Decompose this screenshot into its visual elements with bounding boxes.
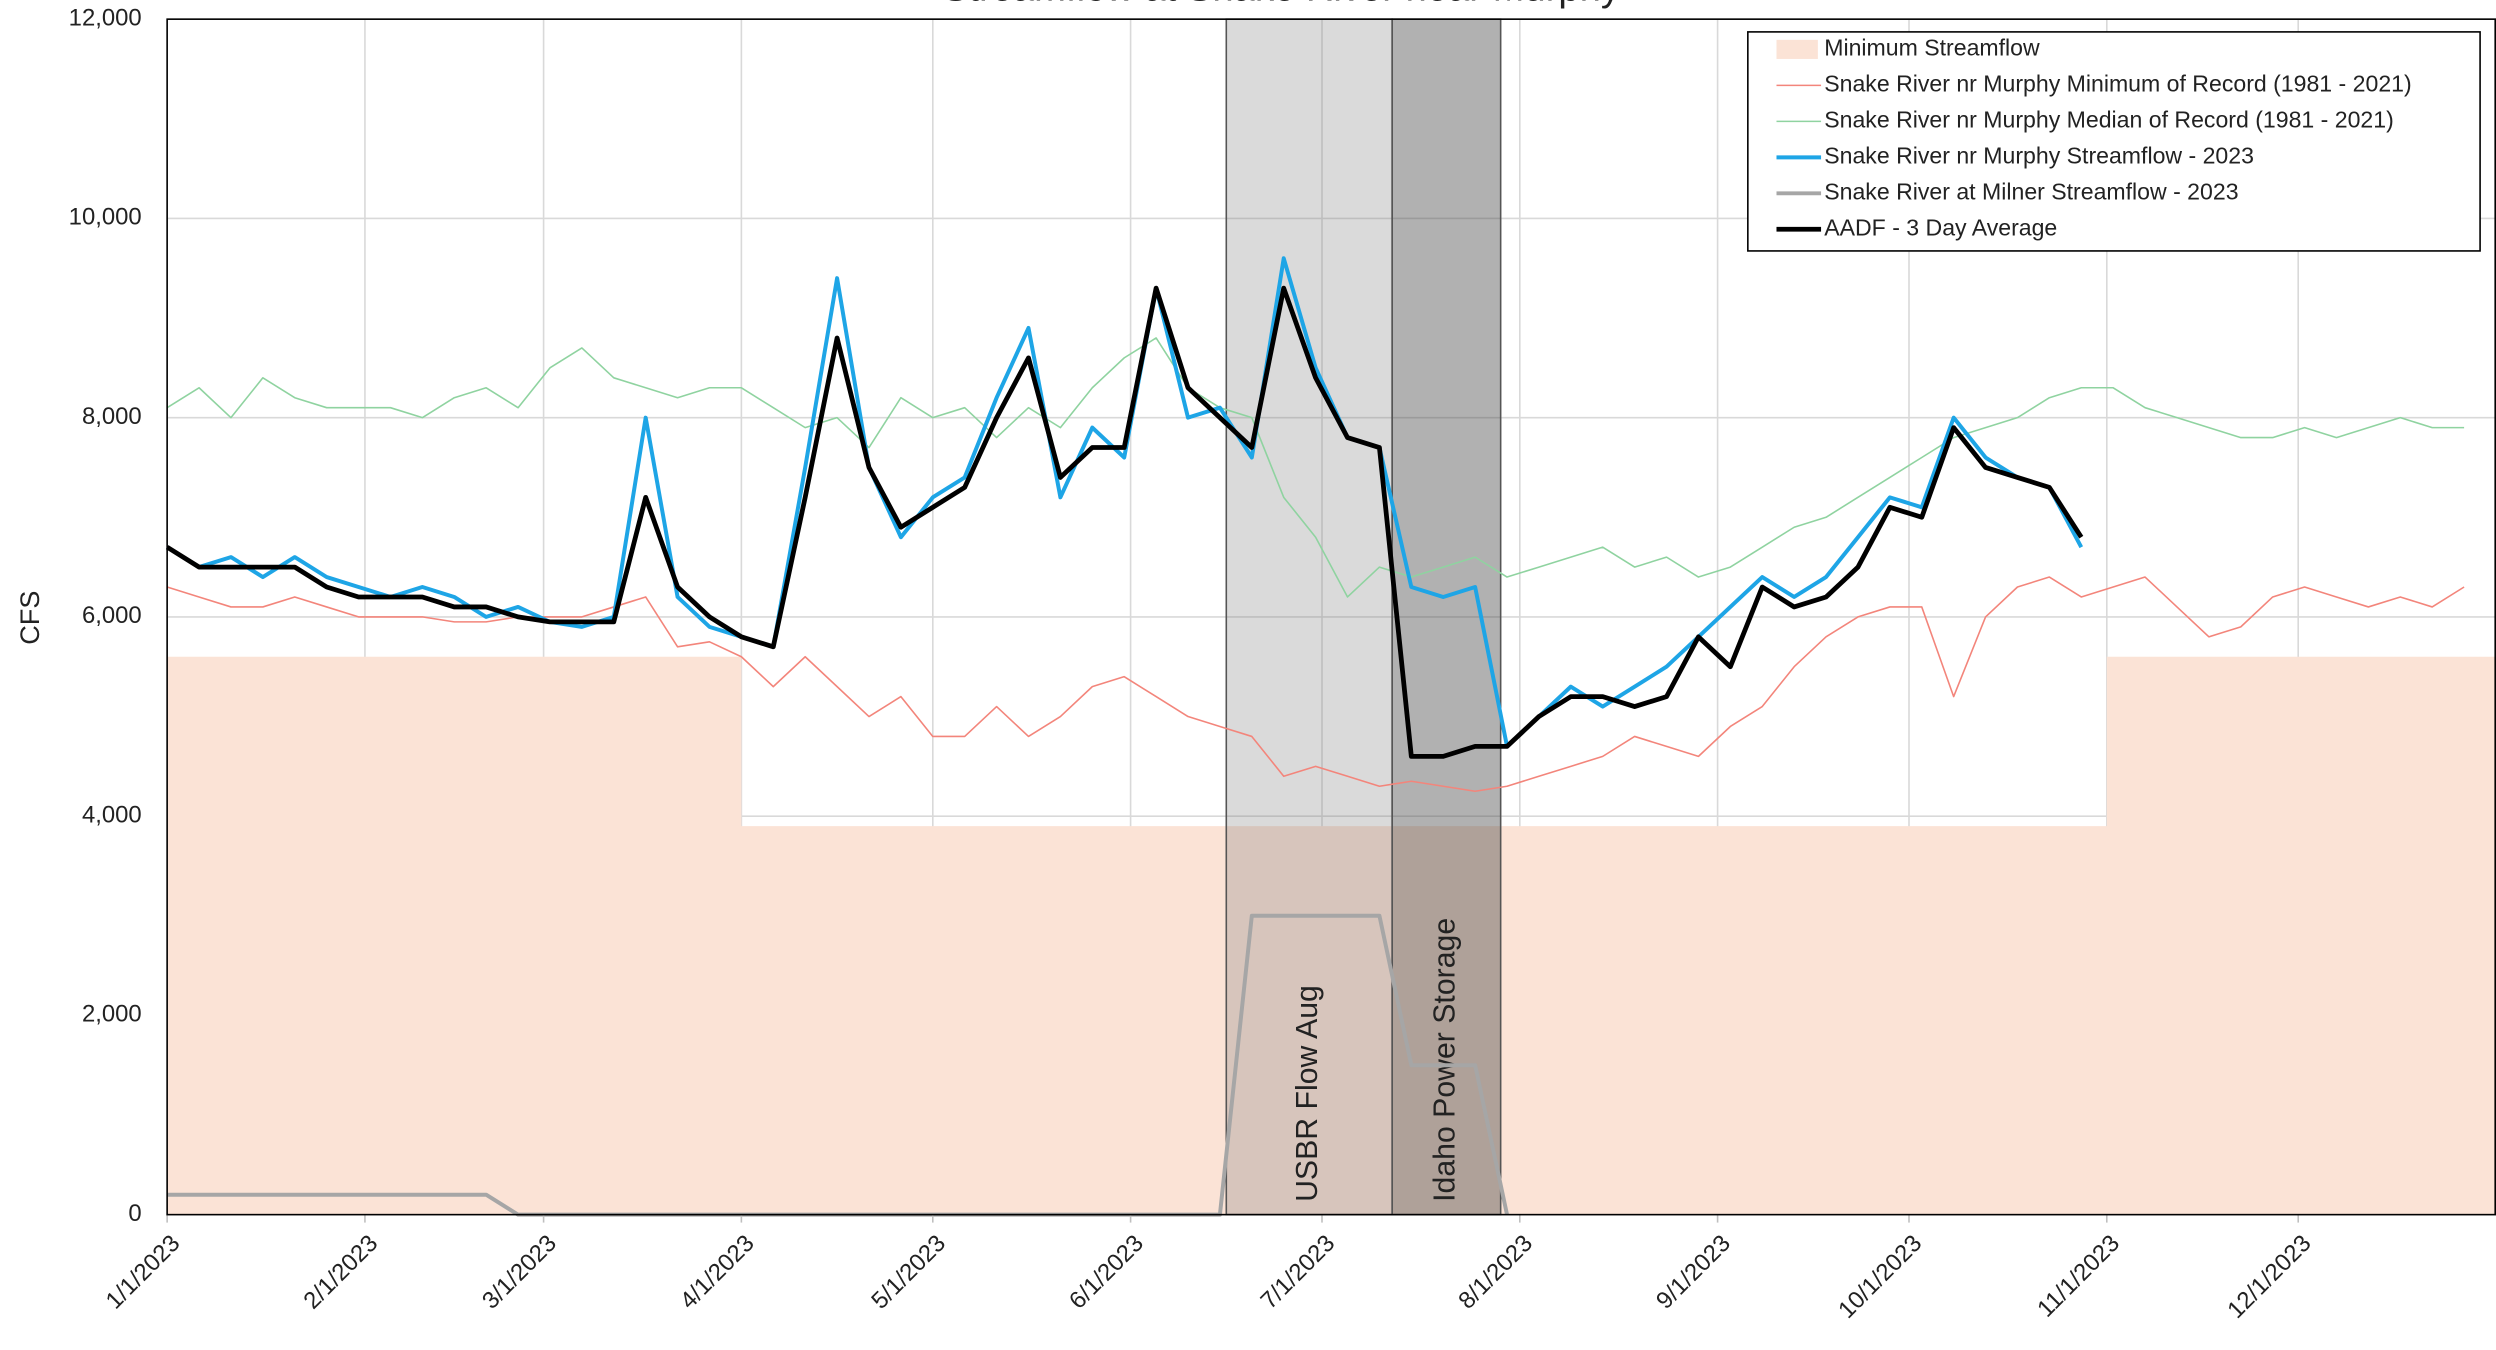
plot-frame	[166, 18, 2496, 1216]
y-tick-label: 0	[128, 1200, 141, 1227]
line	[165, 285, 2084, 759]
legend-swatch	[1776, 39, 1818, 59]
x-tick-label: 1/1/2023	[101, 1230, 186, 1315]
x-tick-label: 2/1/2023	[298, 1230, 383, 1315]
legend-label: Minimum Streamflow	[1824, 35, 2040, 61]
period-label: USBR Flow Aug	[1291, 985, 1324, 1202]
y-tick-label: 4,000	[82, 801, 142, 828]
x-tick-label: 11/1/2023	[2032, 1230, 2125, 1323]
x-tick-label: 4/1/2023	[675, 1230, 760, 1315]
y-tick-label: 2,000	[82, 1001, 142, 1028]
legend-label: Snake River nr Murphy Median of Record (…	[1824, 106, 2394, 132]
period-label: Idaho Power Storage	[1428, 918, 1461, 1202]
line	[166, 576, 2465, 793]
legend-label: AADF - 3 Day Average	[1824, 214, 2057, 240]
shaded-period	[1225, 18, 1393, 1216]
legend-label: Snake River nr Murphy Streamflow - 2023	[1824, 142, 2254, 168]
y-tick-label: 8,000	[82, 403, 142, 430]
x-tick-label: 6/1/2023	[1064, 1230, 1149, 1315]
y-tick-label: 12,000	[69, 4, 142, 31]
legend-box	[1747, 31, 2481, 252]
legend-label: Snake River nr Murphy Minimum of Record …	[1824, 70, 2411, 96]
line	[166, 256, 2084, 749]
area	[167, 656, 2496, 1215]
y-tick-label: 10,000	[69, 204, 142, 231]
y-axis-label: CFS	[15, 591, 45, 645]
legend-label: Snake River at Milner Streamflow - 2023	[1824, 178, 2238, 204]
x-tick-label: 5/1/2023	[866, 1230, 951, 1315]
x-tick-label: 12/1/2023	[2222, 1230, 2316, 1324]
y-tick-label: 6,000	[82, 602, 142, 629]
line	[166, 337, 2465, 598]
x-tick-label: 8/1/2023	[1453, 1230, 1538, 1315]
x-tick-label: 3/1/2023	[477, 1230, 562, 1315]
x-tick-label: 7/1/2023	[1255, 1230, 1340, 1315]
chart-title: Streamflow at Snake River near Murphy	[943, 0, 1621, 10]
x-tick-label: 9/1/2023	[1651, 1230, 1736, 1315]
x-tick-label: 10/1/2023	[1833, 1230, 1927, 1324]
